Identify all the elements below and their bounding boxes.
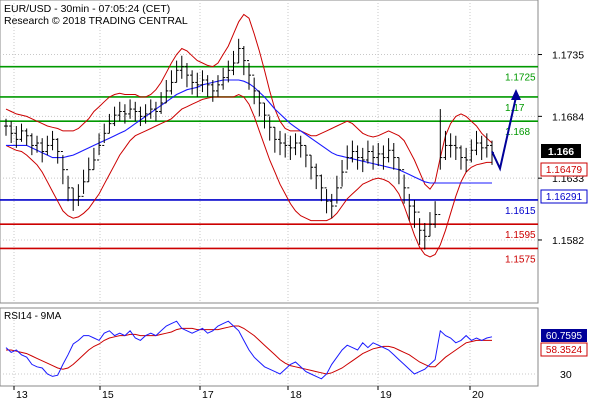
x-tick-label: 15 [102, 389, 114, 400]
chart-copyright: Research © 2018 TRADING CENTRAL [4, 15, 188, 27]
rsi-title: RSI14 - 9MA [4, 311, 62, 322]
rsi-line [5, 320, 493, 380]
forecast-layer [491, 88, 521, 172]
upper-band-badge [540, 162, 588, 177]
ma-label: 1.16291 [546, 192, 583, 203]
rsi-ma-line [6, 325, 492, 375]
rsi-ma-badge [540, 342, 588, 357]
level-label: 1.1725 [505, 73, 536, 84]
y-tick-label: 1.1582 [552, 235, 584, 247]
x-tick-label: 19 [380, 389, 392, 400]
rsi-ma-label: 58.3524 [546, 345, 583, 356]
x-tick-label: 20 [472, 389, 484, 400]
level-label: 1.168 [505, 127, 530, 138]
rsi-value-label: 60.7595 [546, 331, 583, 342]
chart-title: EUR/USD - 30min - 07:05:24 (CET) [4, 3, 170, 15]
bollinger-lower-line [5, 93, 492, 258]
level-label: 1.1615 [505, 206, 536, 217]
current-price-badge [541, 144, 581, 158]
candle-layer [4, 38, 494, 250]
grid-layer [0, 0, 538, 386]
x-tick-label: 17 [202, 389, 214, 400]
forecast-arrow-line [491, 96, 517, 172]
rsi-value-badge [541, 329, 587, 342]
bollinger-upper-line [5, 13, 493, 190]
level-label: 1.1575 [505, 254, 536, 265]
rsi-tick-label: 30 [560, 369, 572, 381]
level-label: 1.17 [505, 103, 525, 114]
upper-band-label: 1.16479 [546, 165, 583, 176]
main-panel-frame [0, 0, 539, 304]
ma-badge [540, 189, 588, 204]
x-tick-label: 18 [290, 389, 302, 400]
rsi-panel-frame [0, 307, 539, 387]
level-label: 1.1595 [505, 230, 536, 241]
rsi-layer [5, 320, 493, 380]
level-layer: 1.1725 1.17 1.168 1.1615 1.1595 1.1575 [0, 65, 538, 265]
current-price-label: 1.166 [548, 146, 574, 158]
x-tick-label: 13 [16, 389, 28, 400]
y-tick-label: 1.1735 [552, 50, 584, 62]
y-tick-label: 1.1684 [552, 111, 584, 123]
forecast-arrow-head [511, 88, 521, 100]
